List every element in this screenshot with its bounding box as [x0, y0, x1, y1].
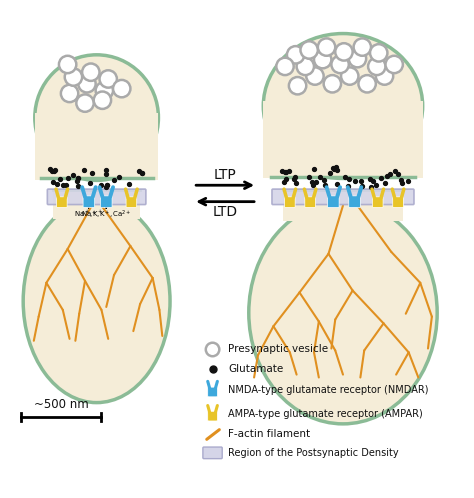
Circle shape [276, 58, 294, 75]
Circle shape [113, 80, 130, 97]
Circle shape [370, 44, 387, 62]
FancyBboxPatch shape [393, 197, 403, 208]
Circle shape [368, 58, 385, 75]
FancyBboxPatch shape [349, 196, 360, 208]
Bar [35, 113, 158, 180]
FancyBboxPatch shape [305, 197, 315, 208]
Circle shape [65, 68, 82, 86]
Text: Glutamate: Glutamate [228, 364, 283, 374]
FancyBboxPatch shape [328, 196, 339, 208]
Circle shape [318, 38, 335, 56]
Text: AMPA-type glutamate receptor (AMPAR): AMPA-type glutamate receptor (AMPAR) [228, 409, 423, 419]
Circle shape [206, 343, 219, 356]
Ellipse shape [249, 202, 437, 424]
Circle shape [100, 70, 117, 88]
Bar [263, 101, 423, 178]
Circle shape [289, 77, 306, 95]
FancyBboxPatch shape [203, 447, 222, 459]
Text: Na$^+$,K$^+$,Ca$^{2+}$: Na$^+$,K$^+$,Ca$^{2+}$ [81, 208, 131, 221]
Ellipse shape [23, 200, 170, 402]
Circle shape [82, 64, 100, 81]
Circle shape [376, 67, 393, 85]
FancyBboxPatch shape [284, 197, 295, 208]
Bar [283, 190, 403, 221]
Circle shape [324, 75, 341, 93]
Circle shape [341, 67, 358, 85]
Circle shape [385, 56, 403, 73]
Circle shape [349, 50, 366, 67]
Text: Region of the Postsynaptic Density: Region of the Postsynaptic Density [228, 448, 399, 458]
FancyBboxPatch shape [100, 196, 112, 208]
Text: NMDA-type glutamate receptor (NMDAR): NMDA-type glutamate receptor (NMDAR) [228, 385, 428, 395]
FancyBboxPatch shape [272, 189, 414, 205]
Text: LTD: LTD [212, 205, 237, 219]
Circle shape [331, 56, 349, 73]
Circle shape [314, 51, 331, 68]
Circle shape [306, 67, 324, 85]
Circle shape [61, 85, 78, 102]
Bar [53, 190, 140, 219]
FancyBboxPatch shape [126, 197, 137, 208]
Text: LTP: LTP [214, 168, 237, 182]
Circle shape [358, 75, 376, 93]
Circle shape [354, 38, 371, 56]
Text: Na$^+$,K$^+$: Na$^+$,K$^+$ [74, 209, 103, 220]
FancyBboxPatch shape [47, 189, 146, 205]
Text: ~500 nm: ~500 nm [34, 398, 89, 411]
Ellipse shape [263, 33, 423, 178]
FancyBboxPatch shape [208, 387, 218, 397]
Circle shape [59, 56, 76, 73]
Circle shape [96, 82, 113, 99]
Circle shape [76, 95, 94, 112]
Circle shape [287, 46, 304, 64]
Ellipse shape [35, 55, 158, 180]
Text: Presynaptic vesicle: Presynaptic vesicle [228, 345, 328, 355]
Circle shape [335, 43, 353, 61]
FancyBboxPatch shape [56, 197, 67, 208]
Circle shape [301, 41, 318, 59]
Circle shape [78, 75, 96, 93]
Circle shape [94, 92, 111, 109]
FancyBboxPatch shape [83, 196, 95, 208]
FancyBboxPatch shape [208, 411, 218, 421]
Text: F-actin filament: F-actin filament [228, 429, 310, 440]
FancyBboxPatch shape [373, 197, 383, 208]
Circle shape [297, 58, 314, 75]
